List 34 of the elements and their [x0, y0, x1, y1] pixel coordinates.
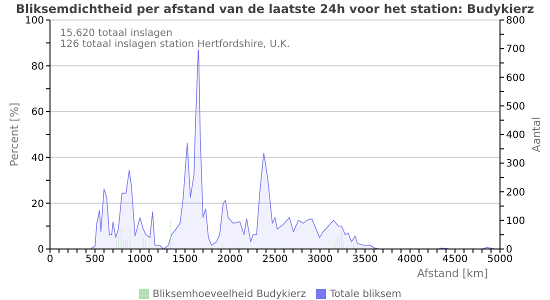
x-tick-label: 5000 — [487, 254, 513, 266]
y-tick-label: 60 — [31, 107, 44, 118]
x-axis-title: Afstand [km] — [417, 267, 488, 280]
x-tick-label: 2500 — [262, 254, 288, 266]
y2-tick-label: 200 — [506, 187, 526, 198]
x-tick-label: 3000 — [307, 254, 333, 266]
y-axis-title: Percent [%] — [8, 102, 21, 166]
x-tick-label: 1500 — [172, 254, 198, 266]
x-tick-label: 0 — [46, 254, 54, 266]
x-tick-label: 4500 — [442, 254, 468, 266]
y-tick-label: 0 — [38, 244, 44, 256]
x-tick-label: 500 — [85, 254, 105, 266]
x-tick-label: 2000 — [217, 254, 243, 266]
y-tick-label: 100 — [24, 16, 44, 27]
annotation: 15.620 totaal inslagen — [60, 28, 172, 39]
y2-tick-label: 500 — [506, 101, 526, 112]
legend-label: Totale bliksem — [330, 289, 402, 300]
y2-tick-label: 600 — [506, 72, 526, 84]
y2-tick-label: 300 — [506, 158, 526, 170]
y2-axis-title: Aantal — [530, 116, 543, 152]
x-tick-label: 4000 — [397, 254, 423, 266]
y2-tick-label: 0 — [506, 244, 512, 256]
y2-tick-label: 100 — [506, 216, 526, 227]
annotation: 126 totaal inslagen station Hertfordshire, U.K. — [60, 39, 290, 50]
y-tick-label: 80 — [31, 61, 44, 72]
chart-title: Bliksemdichtheid per afstand van de laatste 24h voor het station: Budykierz — [14, 2, 536, 16]
y-tick-label: 40 — [31, 152, 44, 164]
y-tick-label: 20 — [31, 198, 44, 210]
x-tick-label: 1000 — [127, 254, 153, 266]
y2-tick-label: 700 — [506, 44, 526, 56]
legend-label: Bliksemhoeveelheid Budykierz — [152, 289, 306, 300]
y2-tick-label: 400 — [506, 130, 526, 142]
x-tick-label: 3500 — [352, 254, 378, 266]
y2-tick-label: 800 — [506, 16, 526, 27]
